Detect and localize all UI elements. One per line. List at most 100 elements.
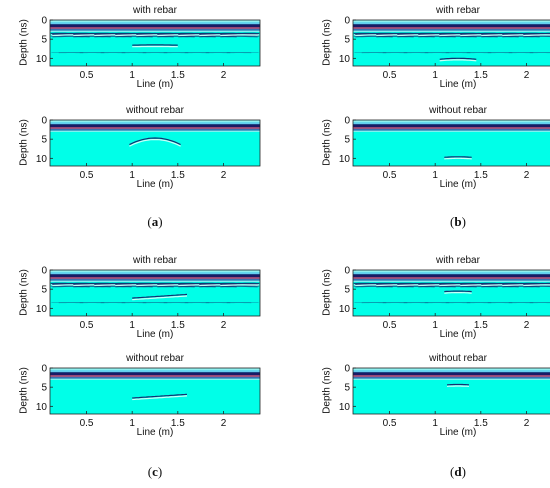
panel-c-with-rebar-hyperbola-9-dark2: [220, 285, 260, 288]
panel-c-without-axes-frame: [49, 367, 261, 415]
panel-d-without-surface-band-2: [353, 372, 550, 376]
panel-a-without-xtick-label-0: 0.5: [80, 170, 94, 181]
panel-d-without-xtick-label-2: 1.5: [474, 418, 488, 429]
panel-c-with-rebar-hyperbola-9-dark: [220, 282, 260, 285]
panel-b-with-xtick-label-3: 2: [524, 70, 530, 81]
panel-d-with-surface-band-0: [353, 270, 550, 273]
panel-b-with-rebar-hyperbola-9-dark2: [523, 35, 550, 38]
panel-c-without-plot: 0.5 1 1.5 2 0 5 10: [36, 364, 261, 429]
panel-a-with-surface-band-0: [50, 20, 260, 23]
panel-b-with-xtick-label-2: 1.5: [474, 70, 488, 81]
panel-b-with-surface-band-4: [353, 28, 550, 31]
panel-b-with-ytick-label-1: 5: [344, 35, 350, 46]
panel-d-with-surface-band-5: [353, 280, 550, 282]
panel-b-without-plot: 0.5 1 1.5 2 0 5 10: [339, 116, 550, 181]
panel-c-without-target-reflection-dark: [132, 393, 188, 399]
panel-d-without-xtick-label-0: 0.5: [383, 418, 397, 429]
panel-b-with-xtick-label-0: 0.5: [383, 70, 397, 81]
panel-d-with-rebar-hyperbola-9-dark: [523, 282, 550, 285]
panel-b-with-xlabel: Line (m): [439, 79, 477, 90]
panel-d-caption: (d): [450, 464, 466, 479]
panel-a-with-ytick-label-2: 10: [36, 54, 48, 65]
panel-c-with-surface-band-1: [50, 272, 260, 275]
panel-c-with-rebar-hyperbola-9-light: [220, 284, 260, 287]
panel-b-without-surface-band-3: [353, 127, 550, 129]
panel-a-with-ytick-label-1: 5: [41, 35, 47, 46]
panel-b-without-ylabel: Depth (ns): [321, 119, 333, 166]
panel-b-without-xtick-label-0: 0.5: [383, 170, 397, 181]
panel-b-without-xtick-label-1: 1: [432, 170, 438, 181]
panel-d-without-plot: 0.5 1 1.5 2 0 5 10: [339, 364, 550, 429]
panel-b-caption-letter: b: [454, 214, 462, 229]
panel-a-with-surface-band-1: [50, 22, 260, 25]
panel-a-with-xtick-label-1: 1: [129, 70, 135, 81]
panel-d-without-surface-band-3: [353, 375, 550, 377]
panel-c-without-ytick-label-1: 5: [41, 383, 47, 394]
panel-d-with-xtick-label-1: 1: [432, 320, 438, 331]
panel-d-without-axes-frame: [352, 367, 550, 415]
panel-d-without-ytick-label-0: 0: [344, 364, 350, 375]
panel-c-without-xlabel: Line (m): [136, 427, 174, 438]
panel-b-with-ylabel: Depth (ns): [321, 19, 333, 66]
panel-a-with-ytick-label-0: 0: [41, 16, 47, 27]
panel-d-with-ylabel: Depth (ns): [321, 269, 333, 316]
panel-c-with-ytick-label-2: 10: [36, 304, 48, 315]
panel-a-with-surface-band-5: [50, 30, 260, 32]
panel-b-with-title: with rebar: [436, 5, 480, 16]
panel-c-with-axes-frame: [49, 269, 261, 317]
panel-c-without-target-reflection-light: [132, 395, 188, 401]
panel-b-with-rebar-hyperbola-9-light: [523, 34, 550, 37]
panel-b-without-ytick-label-1: 5: [344, 135, 350, 146]
panel-b-with-axes-frame: [352, 19, 550, 67]
panel-c-with-surface-band-4: [50, 278, 260, 281]
panel-c-with-ytick-label-0: 0: [41, 266, 47, 277]
panel-d-with-surface-band-3: [353, 277, 550, 279]
panel-d-with-target-reflection-light: [444, 292, 472, 294]
panel-a-with-rebar-hyperbola-9-dark: [220, 32, 260, 35]
panel-c-without-ytick-label-2: 10: [36, 402, 48, 413]
panel-c-with-plot: 0.5 1 1.5 2 0 5 10: [36, 266, 261, 331]
panel-d-with-title: with rebar: [436, 255, 480, 266]
panel-a-caption: (a): [147, 214, 163, 229]
panel-c-with-surface-band-2: [50, 274, 260, 278]
panel-a-with-plot: 0.5 1 1.5 2 0 5 10: [36, 16, 261, 81]
panel-b-with-surface-band-5: [353, 30, 550, 32]
panel-b-without-surface-band-1: [353, 122, 550, 125]
panel-b-with-rebar-hyperbola-9-dark: [523, 32, 550, 35]
panel-b-with-surface-band-1: [353, 22, 550, 25]
panel-c-with-ylabel: Depth (ns): [18, 269, 30, 316]
panel-d-with-target-reflection-dark: [444, 290, 472, 293]
panel-d-with-rebar-hyperbola-9-dark2: [523, 285, 550, 288]
panel-a-without-target-reflection-light: [129, 139, 181, 147]
panel-b-without-ytick-label-2: 10: [339, 154, 351, 165]
panel-c-with-surface-band-3: [50, 277, 260, 279]
panel-b-with-surface-band-3: [353, 27, 550, 29]
panel-c-with-title: with rebar: [133, 255, 177, 266]
panel-a-with-xtick-label-3: 2: [221, 70, 227, 81]
panel-b-without-surface-band-0: [353, 120, 550, 123]
panel-d-with-ytick-label-1: 5: [344, 285, 350, 296]
panel-d-without-surface-band-4: [353, 376, 550, 379]
panel-a-without-xtick-label-3: 2: [221, 170, 227, 181]
panel-c-without-xtick-label-3: 2: [221, 418, 227, 429]
panel-c-caption-letter: c: [152, 464, 158, 479]
panel-b-with-plot: 0.5 1 1.5 2 0 5 10: [339, 16, 550, 81]
panel-a-with-xlabel: Line (m): [136, 79, 174, 90]
panel-b-without-axes-frame: [352, 119, 550, 167]
panel-b-without-title: without rebar: [429, 105, 487, 116]
panel-a-with-surface-band-4: [50, 28, 260, 31]
panel-a-without-target-reflection-dark: [129, 137, 181, 146]
panel-d-with-surface-band-4: [353, 278, 550, 281]
panel-a-caption-letter: a: [151, 214, 159, 229]
panel-a-with-xtick-label-2: 1.5: [171, 70, 185, 81]
panel-c-with-xtick-label-2: 1.5: [171, 320, 185, 331]
panel-c-without-surface-band-2: [50, 372, 260, 376]
panel-a-with-surface-band-2: [50, 24, 260, 28]
panel-c-without-surface-band-1: [50, 370, 260, 373]
panel-a-with-rebar-hyperbola-9-dark2: [220, 35, 260, 38]
panel-c-with-xlabel: Line (m): [136, 329, 174, 340]
panel-b-without-surface-band-4: [353, 128, 550, 131]
panel-a-without-surface-band-1: [50, 122, 260, 125]
panel-d-without-ytick-label-1: 5: [344, 383, 350, 394]
